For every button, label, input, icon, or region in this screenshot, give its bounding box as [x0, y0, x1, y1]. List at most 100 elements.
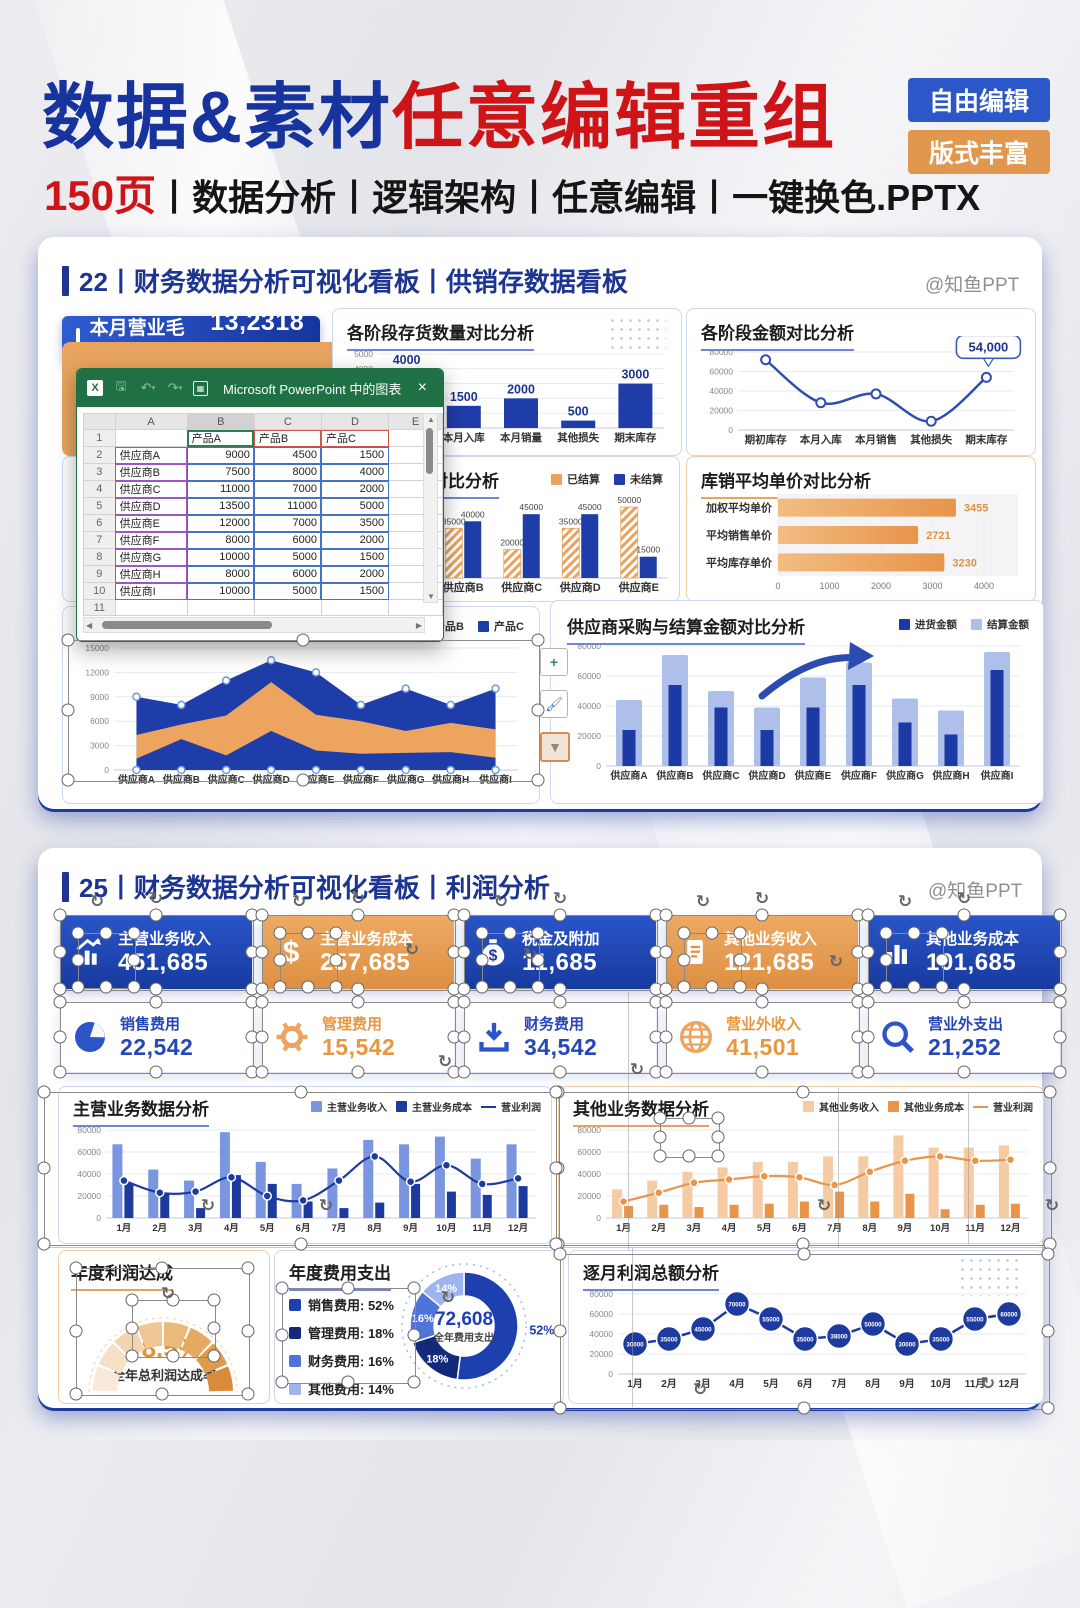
selection-handle[interactable]: [407, 1281, 421, 1295]
selection-handle[interactable]: [653, 1111, 667, 1125]
selection-handle[interactable]: [711, 1130, 725, 1144]
selection-handle[interactable]: [1043, 1161, 1057, 1175]
hscroll-thumb[interactable]: [102, 621, 272, 629]
selection-handle[interactable]: [1053, 982, 1067, 996]
selection-handle[interactable]: [861, 1065, 875, 1079]
selection-handle[interactable]: [705, 980, 719, 994]
selection-handle[interactable]: [69, 1261, 83, 1275]
selection-handle[interactable]: [255, 945, 269, 959]
selection-handle[interactable]: [553, 1247, 567, 1261]
selection-handle[interactable]: [682, 1111, 696, 1125]
selection-handle[interactable]: [861, 945, 875, 959]
selection-handle[interactable]: [127, 953, 141, 967]
selection-handle[interactable]: [653, 1130, 667, 1144]
selection-handle[interactable]: [351, 1065, 365, 1079]
selection-handle[interactable]: [553, 995, 567, 1009]
rotate-handle-icon[interactable]: ↻: [437, 1052, 453, 1071]
popup-titlebar[interactable]: X 🖫 ↶ ▾ ↷ ▾ ▦ Microsoft PowerPoint 中的图表 ×: [77, 369, 443, 407]
rotate-handle-icon[interactable]: ↻: [200, 1196, 216, 1215]
selection-handle[interactable]: [301, 980, 315, 994]
selection-handle[interactable]: [457, 1065, 471, 1079]
selection-handle[interactable]: [677, 926, 691, 940]
selection-handle[interactable]: [711, 1149, 725, 1163]
rotate-handle-icon[interactable]: ↻: [493, 892, 509, 911]
selection-handle[interactable]: [553, 1065, 567, 1079]
rotate-handle-icon[interactable]: ↻: [350, 889, 366, 908]
selection-handle[interactable]: [275, 1328, 289, 1342]
scroll-up-icon[interactable]: ▲: [427, 415, 435, 424]
rotate-handle-icon[interactable]: ↻: [695, 892, 711, 911]
selection-handle[interactable]: [241, 1261, 255, 1275]
redo-icon[interactable]: ↷ ▾: [167, 380, 183, 395]
selection-handle[interactable]: [273, 980, 287, 994]
selection-handle[interactable]: [682, 1149, 696, 1163]
selection-handle[interactable]: [407, 1328, 421, 1342]
selection-handle[interactable]: [341, 1281, 355, 1295]
undo-icon[interactable]: ↶ ▾: [140, 380, 156, 395]
selection-handle[interactable]: [207, 1321, 221, 1335]
selection-handle[interactable]: [207, 1349, 221, 1363]
selection-handle[interactable]: [861, 1030, 875, 1044]
vscroll-thumb[interactable]: [426, 428, 433, 474]
selection-handle[interactable]: [351, 982, 365, 996]
selection-handle[interactable]: [879, 953, 893, 967]
selection-handle[interactable]: [53, 982, 67, 996]
selection-handle[interactable]: [755, 995, 769, 1009]
selection-handle[interactable]: [957, 982, 971, 996]
rotate-handle-icon[interactable]: ↻: [754, 889, 770, 908]
powerpoint-chart-window[interactable]: X 🖫 ↶ ▾ ↷ ▾ ▦ Microsoft PowerPoint 中的图表 × …: [76, 368, 444, 642]
selection-handle[interactable]: [99, 926, 113, 940]
selection-handle[interactable]: [861, 908, 875, 922]
selection-handle[interactable]: [166, 1349, 180, 1363]
selection-handle[interactable]: [1053, 995, 1067, 1009]
selection-handle[interactable]: [407, 1375, 421, 1389]
selection-handle[interactable]: [907, 980, 921, 994]
selection-handle[interactable]: [37, 1237, 51, 1251]
selection-handle[interactable]: [255, 1030, 269, 1044]
rotate-handle-icon[interactable]: ↻: [692, 1380, 708, 1399]
selection-handle[interactable]: [351, 995, 365, 1009]
selection-handle[interactable]: [733, 926, 747, 940]
close-icon[interactable]: ×: [417, 379, 427, 396]
selection-handle[interactable]: [296, 633, 310, 647]
selection-handle[interactable]: [755, 1065, 769, 1079]
selection-handle[interactable]: [553, 1324, 567, 1338]
selection-handle[interactable]: [149, 982, 163, 996]
rotate-handle-icon[interactable]: ↻: [552, 889, 568, 908]
vertical-scrollbar[interactable]: ▲ ▼: [423, 413, 438, 603]
selection-handle[interactable]: [475, 926, 489, 940]
selection-handle[interactable]: [255, 908, 269, 922]
selection-handle[interactable]: [71, 980, 85, 994]
rotate-handle-icon[interactable]: ↻: [1044, 1196, 1060, 1215]
table-icon[interactable]: ▦: [193, 380, 208, 396]
selection-handle[interactable]: [733, 953, 747, 967]
rotate-handle-icon[interactable]: ↻: [828, 952, 844, 971]
selection-handle[interactable]: [329, 980, 343, 994]
selection-handle[interactable]: [1041, 1324, 1055, 1338]
selection-handle[interactable]: [1041, 1247, 1055, 1261]
brush-tool[interactable]: 🖌: [540, 690, 568, 718]
selection-handle[interactable]: [957, 995, 971, 1009]
selection-handle[interactable]: [53, 945, 67, 959]
selection-handle[interactable]: [549, 1085, 563, 1099]
selection-handle[interactable]: [861, 982, 875, 996]
selection-handle[interactable]: [329, 926, 343, 940]
selection-handle[interactable]: [275, 1375, 289, 1389]
rotate-handle-icon[interactable]: ↻: [89, 892, 105, 911]
selection-handle[interactable]: [296, 773, 310, 787]
selection-handle[interactable]: [1053, 1030, 1067, 1044]
selection-handle[interactable]: [879, 926, 893, 940]
selection-handle[interactable]: [69, 1324, 83, 1338]
selection-handle[interactable]: [531, 980, 545, 994]
selection-handle[interactable]: [935, 980, 949, 994]
selection-handle[interactable]: [301, 926, 315, 940]
rotate-handle-icon[interactable]: ↻: [318, 1196, 334, 1215]
selection-handle[interactable]: [69, 1387, 83, 1401]
selection-handle[interactable]: [149, 908, 163, 922]
selection-handle[interactable]: [677, 953, 691, 967]
selection-handle[interactable]: [53, 1065, 67, 1079]
selection-handle[interactable]: [125, 1349, 139, 1363]
selection-handle[interactable]: [457, 982, 471, 996]
rotate-handle-icon[interactable]: ↻: [148, 889, 164, 908]
selection-handle[interactable]: [1043, 1085, 1057, 1099]
